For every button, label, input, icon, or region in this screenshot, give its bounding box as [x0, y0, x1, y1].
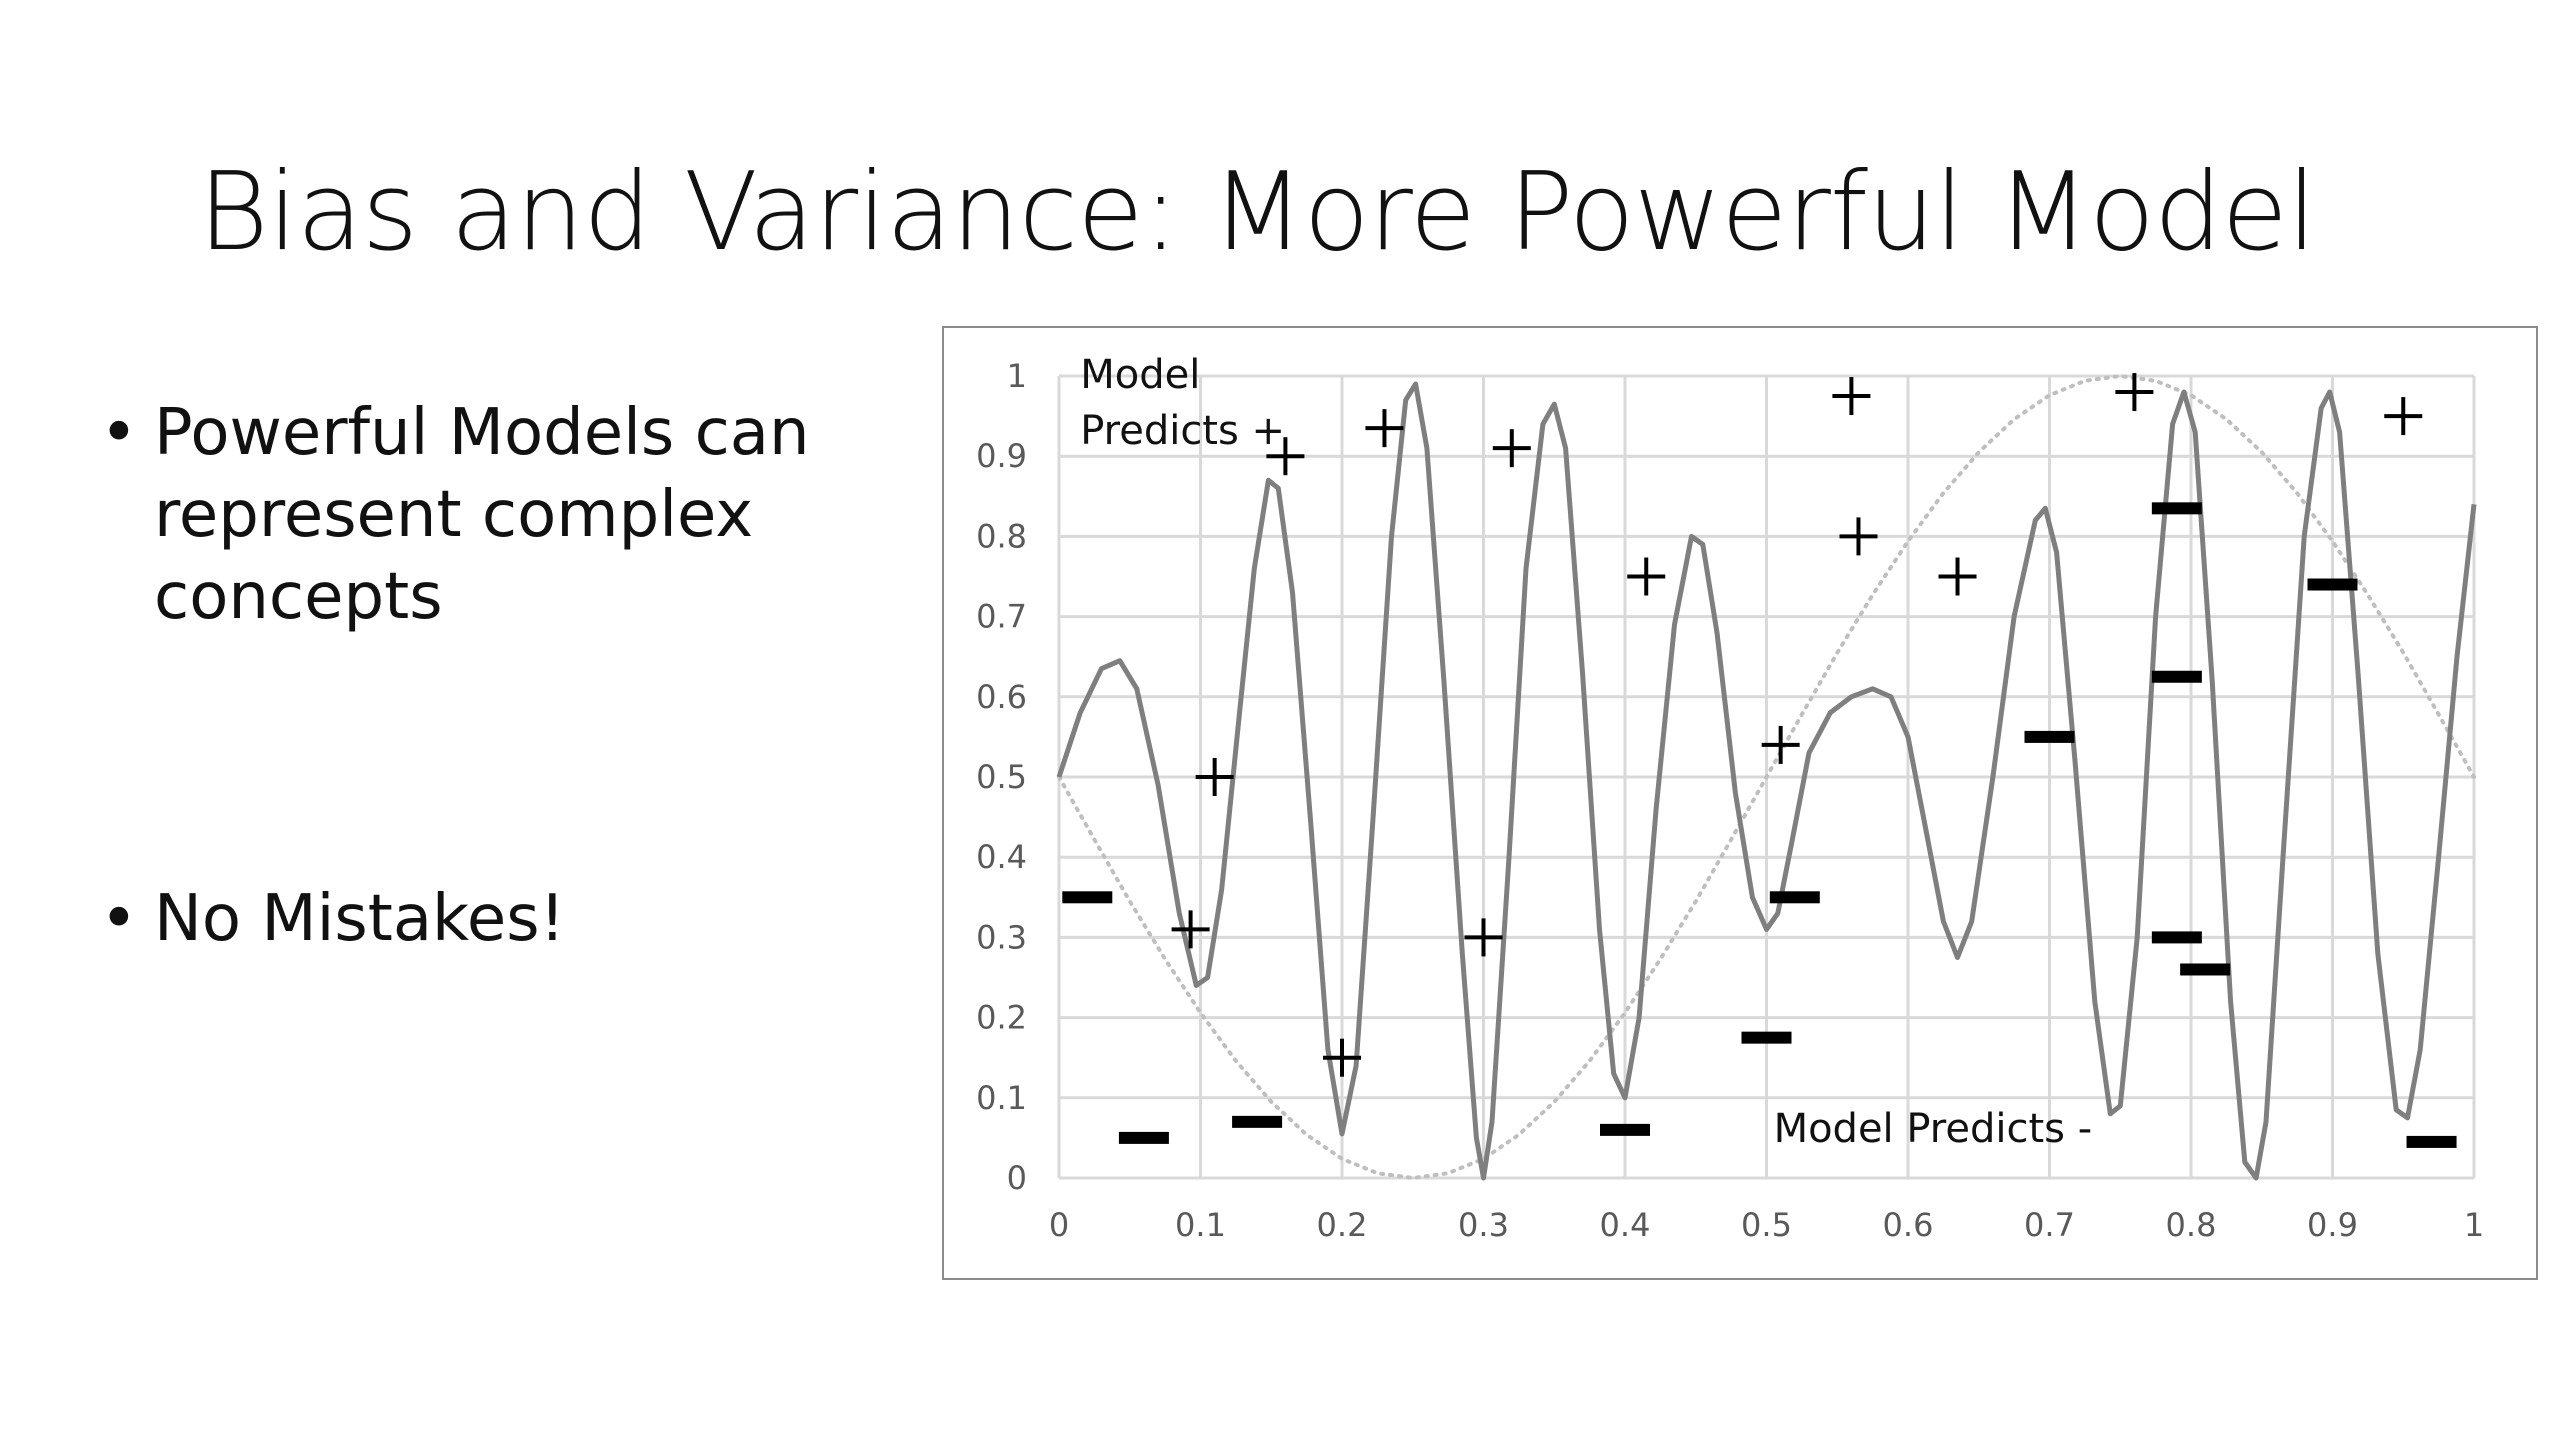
plus-marker — [2115, 373, 2154, 412]
y-tick-label: 0.4 — [976, 838, 1027, 876]
bullet-powerful-models: Powerful Models can represent complex co… — [100, 392, 920, 638]
chart-frame: 0 0.1 0.2 0.3 0.4 0.5 0.6 0.7 0.8 0.9 1 0 0.1 0.2 0.3 0… — [942, 326, 2538, 1280]
chart-annotation: Predicts + — [1080, 408, 1285, 454]
x-tick-label: 0.4 — [1600, 1206, 1651, 1244]
y-tick-label: 0.6 — [976, 678, 1027, 716]
plus-marker — [1323, 1038, 1361, 1077]
x-tick-label: 0.5 — [1741, 1206, 1792, 1244]
minus-marker — [2151, 931, 2202, 944]
plus-marker — [1938, 557, 1977, 596]
y-tick-label: 0.2 — [976, 999, 1027, 1037]
reference-curve — [1057, 373, 2476, 1181]
minus-marker — [1600, 1123, 1650, 1136]
x-tick-label: 0.1 — [1175, 1206, 1226, 1244]
y-tick-label: 0.5 — [976, 758, 1027, 796]
plus-marker — [1839, 517, 1878, 556]
minus-marker — [2406, 1135, 2457, 1148]
x-tick-label: 1 — [2464, 1206, 2484, 1244]
bullet-no-mistakes: No Mistakes! — [100, 878, 920, 960]
x-tick-label: 0.9 — [2307, 1206, 2358, 1244]
y-tick-label: 0.9 — [976, 437, 1027, 475]
markers — [1062, 373, 2457, 1148]
minus-marker — [1741, 1031, 1792, 1044]
plus-marker — [1266, 437, 1305, 476]
bullet-list: Powerful Models can represent complex co… — [100, 392, 920, 960]
minus-marker — [1062, 891, 1113, 904]
plus-marker — [1365, 409, 1404, 448]
minus-marker — [2307, 578, 2358, 591]
tick-labels: 0 0.1 0.2 0.3 0.4 0.5 0.6 0.7 0.8 0.9 1 0 0.1 0.2 0.3 0… — [976, 357, 2484, 1244]
plus-marker — [1832, 377, 1871, 416]
plus-marker — [1464, 918, 1503, 957]
minus-marker — [1118, 1131, 1169, 1144]
plus-marker — [1195, 758, 1234, 796]
minus-marker — [2180, 963, 2231, 976]
plus-marker — [2384, 397, 2423, 436]
y-tick-label: 0.7 — [976, 598, 1027, 636]
x-tick-label: 0.2 — [1317, 1206, 1368, 1244]
x-tick-label: 0.3 — [1458, 1206, 1509, 1244]
y-tick-label: 0.1 — [976, 1079, 1027, 1117]
minus-marker — [1232, 1115, 1283, 1128]
annotations: Model Predicts + Model Predicts - — [1080, 352, 2092, 1152]
plus-marker — [1492, 429, 1531, 468]
x-tick-label: 0.8 — [2166, 1206, 2217, 1244]
y-tick-label: 0 — [1007, 1159, 1027, 1197]
y-tick-label: 0.3 — [976, 918, 1027, 956]
plus-marker — [1627, 557, 1666, 596]
x-tick-label: 0 — [1049, 1206, 1069, 1244]
minus-marker — [1769, 891, 1820, 904]
minus-marker — [2151, 670, 2202, 683]
x-tick-label: 0.7 — [2024, 1206, 2075, 1244]
y-tick-label: 0.8 — [976, 517, 1027, 555]
model-curve — [1056, 381, 2477, 1181]
plus-marker — [1761, 725, 1800, 764]
minus-marker — [2151, 502, 2202, 515]
curves — [1056, 373, 2477, 1181]
minus-marker — [2024, 730, 2075, 743]
chart-annotation: Model Predicts - — [1774, 1106, 2093, 1152]
chart-annotation: Model — [1080, 352, 1200, 398]
slide-title: Bias and Variance: More Powerful Model — [198, 150, 2317, 275]
x-tick-label: 0.6 — [1883, 1206, 1934, 1244]
y-tick-label: 1 — [1007, 357, 1027, 395]
plus-marker — [1171, 910, 1210, 949]
scatter-chart: 0 0.1 0.2 0.3 0.4 0.5 0.6 0.7 0.8 0.9 1 0 0.1 0.2 0.3 0… — [976, 352, 2484, 1244]
